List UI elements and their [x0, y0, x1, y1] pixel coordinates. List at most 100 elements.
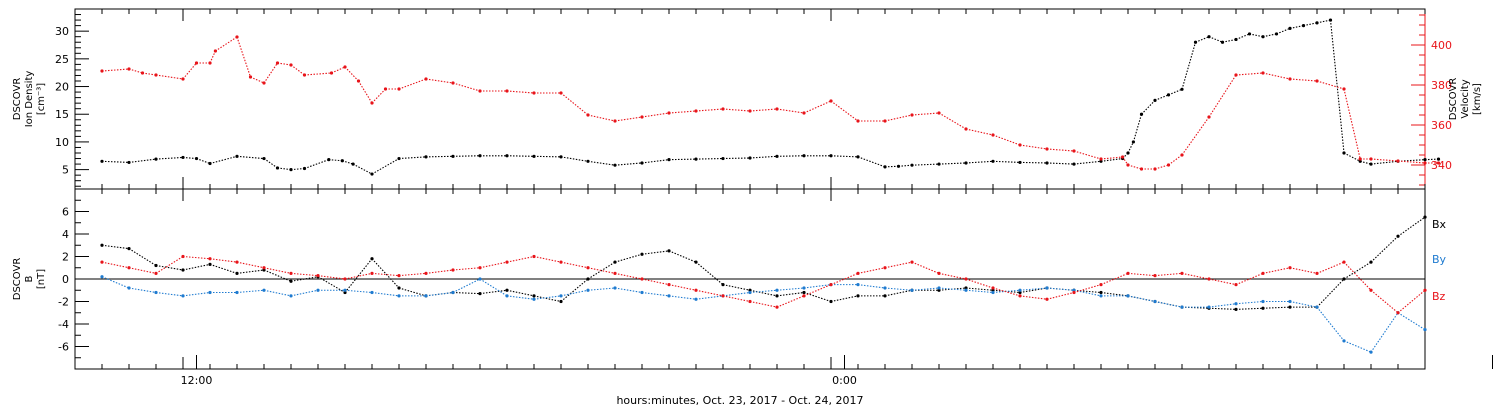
by-trace — [722, 291, 751, 297]
x-tick-label: 0:00 — [832, 374, 857, 387]
ion-density-trace — [452, 155, 481, 157]
panel1-ylabel-line1: DSCOVR — [12, 78, 23, 121]
bx-trace — [506, 289, 535, 297]
ion-density-trace — [1249, 33, 1264, 38]
by-trace — [1289, 300, 1318, 308]
bz-trace — [1208, 278, 1237, 286]
by-trace — [425, 291, 454, 297]
field-axis-tick-label: 4 — [62, 228, 69, 241]
by-trace — [263, 289, 292, 297]
velocity-trace — [344, 66, 359, 82]
by-trace — [1235, 300, 1264, 305]
by-trace — [1316, 306, 1345, 342]
velocity-trace — [1019, 144, 1048, 150]
bx-trace — [803, 291, 832, 303]
bz-trace — [830, 272, 859, 286]
bz-trace — [776, 295, 805, 308]
velocity-trace — [965, 128, 994, 136]
ion-density-trace — [1370, 160, 1399, 165]
bx-trace — [128, 248, 157, 266]
ion-density-trace — [1235, 33, 1250, 40]
bz-trace — [1289, 267, 1318, 274]
velocity-trace — [992, 134, 1021, 146]
by-trace — [236, 289, 265, 294]
velocity-trace — [290, 64, 305, 76]
velocity-trace — [1343, 88, 1361, 160]
bz-trace — [263, 267, 292, 274]
velocity-trace — [209, 50, 216, 64]
bz-trace — [1181, 272, 1210, 280]
ion-density-trace — [1181, 42, 1197, 90]
ion-density-trace — [722, 157, 751, 160]
field-axis-tick-label: -4 — [58, 318, 69, 331]
by-trace — [101, 276, 130, 289]
velocity-trace — [1168, 154, 1183, 166]
bx-trace — [749, 289, 778, 297]
velocity-trace — [749, 108, 778, 112]
velocity-trace — [142, 72, 157, 76]
ion-density-point — [1436, 157, 1441, 161]
bx-trace — [1235, 307, 1264, 310]
bz-trace — [1073, 284, 1102, 294]
velocity-trace — [1100, 156, 1123, 160]
by-trace — [965, 289, 994, 294]
velocity-trace — [331, 66, 346, 74]
bx-trace — [1262, 306, 1291, 309]
bz-trace — [1235, 272, 1264, 286]
ion-density-trace — [1127, 141, 1134, 154]
velocity-trace — [884, 114, 913, 122]
velocity-trace — [776, 108, 805, 114]
ion-density-point — [100, 159, 104, 163]
velocity-trace — [1235, 72, 1264, 76]
ion-density-trace — [1262, 33, 1277, 38]
ion-density-trace — [898, 164, 913, 167]
velocity-trace — [1073, 150, 1102, 160]
bx-trace — [371, 258, 400, 289]
ion-density-trace — [196, 158, 211, 165]
ion-density-trace — [938, 162, 967, 165]
panel2-ylabel-line1: DSCOVR — [12, 258, 23, 301]
ion-density-trace — [1046, 162, 1075, 165]
bx-trace — [182, 263, 211, 271]
ion-density-point — [1220, 40, 1225, 44]
ion-density-trace — [263, 158, 278, 169]
bz-trace — [290, 272, 319, 277]
bz-trace — [803, 284, 832, 297]
by-trace — [182, 291, 211, 297]
ion-density-trace — [1329, 20, 1345, 154]
bz-trace — [533, 255, 562, 263]
velocity-trace — [128, 68, 143, 74]
bx-trace — [965, 287, 994, 291]
bz-trace — [695, 289, 724, 297]
bz-trace — [884, 261, 913, 269]
ion-density-trace — [911, 163, 940, 166]
velocity-trace — [155, 74, 184, 80]
velocity-trace — [101, 68, 130, 72]
velocity-trace — [938, 112, 967, 130]
velocity-trace — [1046, 148, 1075, 152]
ion-density-trace — [1141, 100, 1156, 115]
bz-trace — [1019, 295, 1048, 300]
velocity-trace — [182, 62, 197, 80]
by-trace — [506, 295, 535, 300]
legend-bx: Bx — [1432, 218, 1447, 231]
legend-bz: Bz — [1432, 290, 1446, 303]
velocity-trace — [358, 80, 373, 104]
ion-density-trace — [371, 158, 400, 175]
velocity-trace — [236, 36, 252, 78]
density-axis-tick-label: 10 — [55, 136, 69, 149]
density-axis-tick-label: 30 — [55, 25, 69, 38]
bz-trace — [1316, 261, 1345, 274]
ion-density-point — [181, 155, 185, 160]
velocity-trace — [911, 112, 940, 116]
ion-density-trace — [1019, 161, 1048, 164]
panel1-right-ylabel-line3: [km/s] — [1472, 83, 1483, 115]
ion-density-trace — [352, 163, 373, 175]
bz-trace — [722, 295, 751, 303]
by-trace — [1370, 312, 1399, 353]
velocity-trace — [452, 82, 481, 92]
field-axis-tick-label: 6 — [62, 206, 69, 219]
by-trace — [857, 284, 886, 289]
bz-trace — [155, 256, 184, 274]
panel1-right-ylabel-line1: DSCOVR — [1448, 78, 1459, 121]
